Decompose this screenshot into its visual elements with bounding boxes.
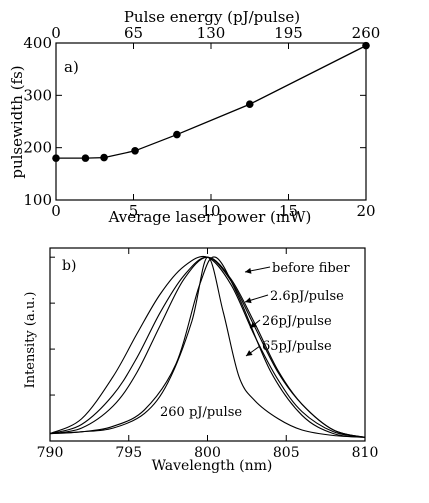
panel-a-y-axis-title: pulsewidth (fs) bbox=[8, 65, 26, 178]
panel-a-top-tick-label: 65 bbox=[124, 24, 143, 42]
panel-a-frame bbox=[55, 42, 367, 201]
panel-b-series-before-fiber bbox=[49, 256, 366, 438]
panel-b-label-260pj: 260 pJ/pulse bbox=[160, 405, 242, 420]
panel-a-x-tick-label: 15 bbox=[279, 202, 298, 220]
panel-b-arrow-head bbox=[250, 321, 257, 328]
panel-a-y-tick-label: 400 bbox=[23, 34, 52, 52]
panel-a-data-point bbox=[131, 147, 139, 155]
panel-b-label-65pj: 65pJ/pulse bbox=[262, 339, 332, 354]
panel-a-y-tick-label: 200 bbox=[23, 139, 52, 157]
panel-a-x-axis-title: Average laser power (mW) bbox=[108, 208, 312, 226]
panel-b-arrow-head bbox=[246, 350, 253, 356]
panel-b-label-before-fiber: before fiber bbox=[272, 261, 350, 276]
panel-b-x-tick-label: 810 bbox=[352, 445, 379, 461]
panel-b-arrow-head bbox=[245, 297, 252, 304]
panel-b-x-tick-label: 805 bbox=[273, 445, 300, 461]
panel-a-data-point bbox=[100, 153, 108, 162]
panel-a-y-tick-label: 300 bbox=[23, 86, 52, 104]
panel-a-data-point bbox=[173, 130, 181, 139]
panel-a-series-line bbox=[56, 45, 367, 159]
panel-a-top-tick-label: 130 bbox=[197, 24, 226, 42]
panel-b-spectra-chart: Intensity (a.u.) Wavelength (nm) b) 790 7… bbox=[23, 247, 379, 474]
panel-b-y-axis-title: Intensity (a.u.) bbox=[23, 292, 38, 389]
panel-a-top-tick-label: 195 bbox=[274, 24, 303, 42]
panel-b-x-axis-title: Wavelength (nm) bbox=[152, 458, 273, 474]
panel-a-label: a) bbox=[64, 58, 79, 76]
panel-a-data-point bbox=[52, 154, 60, 162]
panel-b-x-tick-label: 790 bbox=[37, 445, 64, 461]
panel-a-x-tick-label: 10 bbox=[201, 202, 220, 220]
panel-b-label-26pj: 26pJ/pulse bbox=[262, 314, 332, 329]
panel-a-x-tick-label: 5 bbox=[129, 202, 139, 220]
panel-a-x-tick-label: 0 bbox=[51, 202, 61, 220]
panel-a-x-tick-label: 20 bbox=[356, 202, 375, 220]
panel-b-series-260pj bbox=[49, 256, 366, 438]
panel-b-label-2-6pj: 2.6pJ/pulse bbox=[270, 289, 344, 304]
panel-a-top-axis-title: Pulse energy (pJ/pulse) bbox=[124, 8, 300, 26]
panel-b-x-tick-label: 800 bbox=[194, 445, 221, 461]
panel-a-data-point bbox=[245, 100, 254, 109]
panel-b-label: b) bbox=[62, 258, 76, 274]
panel-a-y-tick-label: 100 bbox=[23, 191, 52, 209]
panel-b-x-tick-label: 795 bbox=[115, 445, 142, 461]
panel-a-pulsewidth-chart: Pulse energy (pJ/pulse) pulsewidth (fs) … bbox=[8, 8, 380, 226]
panel-b-arrow-head bbox=[245, 267, 252, 274]
panel-a-data-point bbox=[362, 41, 370, 50]
panel-a-top-tick-label: 0 bbox=[51, 24, 61, 42]
panel-a-top-tick-label: 260 bbox=[352, 24, 381, 42]
panel-a-data-point bbox=[81, 154, 90, 162]
